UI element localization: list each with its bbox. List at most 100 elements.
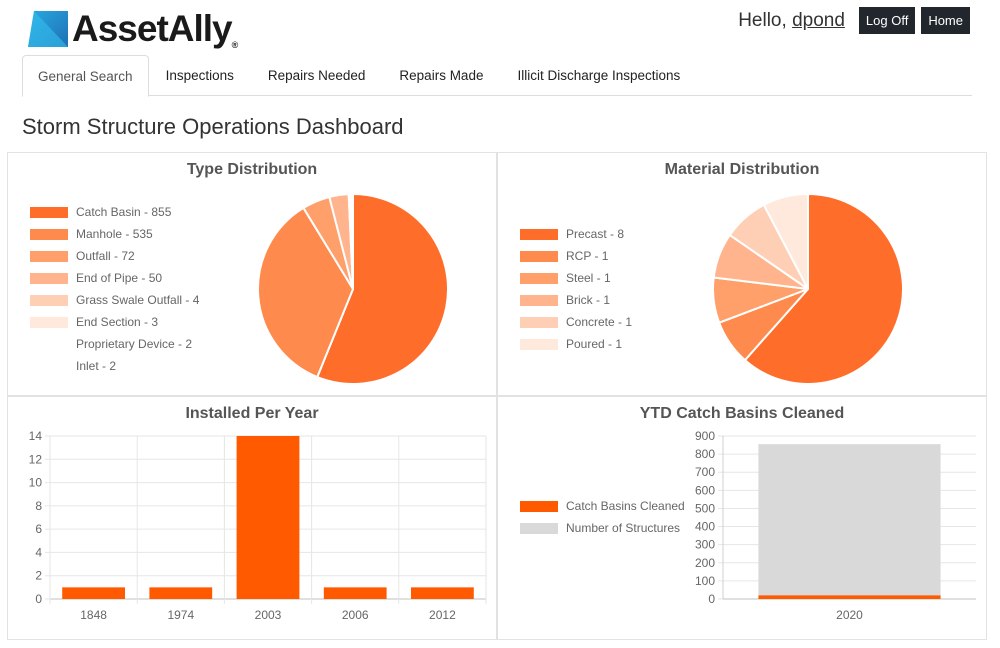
legend-label: Number of Structures	[566, 521, 681, 535]
legend-label: Grass Swale Outfall - 4	[76, 293, 200, 307]
y-tick-label: 100	[695, 574, 715, 588]
y-tick-label: 900	[695, 429, 715, 443]
legend-item-proprietary-device-2[interactable]: Proprietary Device - 2	[30, 333, 199, 355]
legend-swatch	[30, 250, 68, 262]
ytd-catch-basins-title: YTD Catch Basins Cleaned	[639, 405, 845, 422]
legend-label: Brick - 1	[566, 293, 611, 307]
legend-item-steel-1[interactable]: Steel - 1	[520, 267, 632, 289]
home-button[interactable]: Home	[921, 7, 970, 34]
legend-label: Concrete - 1	[566, 315, 633, 329]
y-tick-label: 700	[695, 465, 715, 479]
x-tick-label: 1974	[167, 608, 194, 622]
y-tick-label: 400	[695, 520, 715, 534]
legend-item-rcp-1[interactable]: RCP - 1	[520, 245, 632, 267]
legend-item-concrete-1[interactable]: Concrete - 1	[520, 311, 632, 333]
legend-item-outfall-72[interactable]: Outfall - 72	[30, 245, 199, 267]
bar-1974[interactable]	[149, 587, 213, 599]
legend-swatch	[520, 272, 558, 284]
legend-swatch	[520, 500, 558, 512]
material-distribution-pie	[712, 192, 904, 385]
legend-label: End of Pipe - 50	[76, 271, 163, 285]
y-tick-label: 0	[35, 592, 42, 606]
material-distribution-legend: Precast - 8 RCP - 1 Steel - 1 Brick - 1 Conc…	[520, 223, 632, 355]
x-tick-label: 2003	[255, 608, 282, 622]
tab-general-search[interactable]: General Search	[22, 55, 149, 97]
tab-repairs-made[interactable]: Repairs Made	[399, 68, 484, 83]
y-tick-label: 12	[29, 452, 43, 466]
legend-swatch	[520, 294, 558, 306]
bar-catch-basins-cleaned[interactable]	[758, 595, 941, 599]
pie-slice-inlet-2[interactable]	[351, 192, 354, 290]
y-tick-label: 600	[695, 483, 715, 497]
installed-per-year-panel: Installed Per Year 0 2 4 6 8 10 12 14 1848 1974 20…	[7, 396, 497, 640]
legend-label: Precast - 8	[566, 227, 625, 241]
x-tick-label: 1848	[80, 608, 107, 622]
ytd-catch-basins-chart: 0 100 200 300 400 500 600 700 800 900 2020	[695, 429, 976, 622]
legend-swatch	[30, 294, 68, 306]
x-tick-label: 2012	[429, 608, 456, 622]
legend-item-manhole-535[interactable]: Manhole - 535	[30, 223, 199, 245]
ytd-catch-basins-legend: Catch Basins Cleaned Number of Structures	[520, 495, 685, 539]
legend-label: End Section - 3	[76, 315, 159, 329]
nav-tabs: General Search Inspections Repairs Neede…	[22, 55, 972, 97]
legend-item-catch-basin-855[interactable]: Catch Basin - 855	[30, 201, 199, 223]
y-tick-label: 800	[695, 447, 715, 461]
pie-slice-poured-1[interactable]	[762, 192, 809, 290]
type-distribution-legend: Catch Basin - 855 Manhole - 535 Outfall - …	[30, 201, 199, 377]
legend-item-end-of-pipe-50[interactable]: End of Pipe - 50	[30, 267, 199, 289]
legend-item-poured-1[interactable]: Poured - 1	[520, 333, 632, 355]
brand-logo[interactable]: AssetAlly®	[28, 8, 238, 50]
page-title: Storm Structure Operations Dashboard	[22, 114, 404, 139]
bar-2003[interactable]	[236, 436, 300, 599]
legend-label: Inlet - 2	[76, 359, 117, 373]
y-tick-label: 500	[695, 501, 715, 515]
legend-item-inlet-2[interactable]: Inlet - 2	[30, 355, 199, 377]
y-tick-label: 10	[29, 476, 43, 490]
y-tick-label: 200	[695, 556, 715, 570]
legend-item-catch-basins-cleaned[interactable]: Catch Basins Cleaned	[520, 495, 685, 517]
legend-swatch	[30, 228, 68, 240]
legend-swatch	[30, 316, 68, 328]
y-tick-label: 2	[35, 569, 42, 583]
pie-slice-precast-8[interactable]	[743, 192, 904, 385]
legend-item-end-section-3[interactable]: End Section - 3	[30, 311, 199, 333]
log-off-button[interactable]: Log Off	[858, 7, 916, 34]
legend-label: Outfall - 72	[76, 249, 135, 263]
legend-swatch	[30, 360, 68, 372]
legend-swatch	[30, 338, 68, 350]
y-tick-label: 14	[29, 429, 43, 443]
legend-swatch	[520, 250, 558, 262]
legend-label: Manhole - 535	[76, 227, 153, 241]
installed-per-year-title: Installed Per Year	[185, 405, 319, 422]
tab-repairs-needed[interactable]: Repairs Needed	[267, 68, 366, 83]
ytd-catch-basins-panel: YTD Catch Basins Cleaned Catch Basins Cl…	[497, 396, 987, 640]
bar-number-of-structures[interactable]	[758, 444, 941, 599]
x-tick-label: 2020	[836, 608, 863, 622]
legend-swatch	[520, 522, 558, 534]
bar-2012[interactable]	[411, 587, 474, 599]
legend-label: Catch Basins Cleaned	[566, 499, 685, 513]
y-tick-label: 300	[695, 538, 715, 552]
legend-item-number-of-structures[interactable]: Number of Structures	[520, 517, 685, 539]
type-distribution-panel: Type Distribution Catch Basin - 855 Manho…	[7, 152, 497, 396]
y-tick-label: 8	[35, 499, 42, 513]
pie-slice-catch-basin-855[interactable]	[315, 192, 449, 385]
type-distribution-pie	[257, 192, 449, 385]
material-distribution-panel: Material Distribution Precast - 8 RCP - 1…	[497, 152, 987, 396]
legend-label: Proprietary Device - 2	[76, 337, 193, 351]
legend-label: Steel - 1	[566, 271, 611, 285]
legend-item-grass-swale-outfall-4[interactable]: Grass Swale Outfall - 4	[30, 289, 199, 311]
user-area: Hello, dpond Log Off Home	[738, 7, 970, 34]
tab-inspections[interactable]: Inspections	[165, 68, 234, 83]
x-tick-label: 2006	[342, 608, 369, 622]
legend-swatch	[520, 228, 558, 240]
bar-1848[interactable]	[62, 587, 125, 599]
legend-item-brick-1[interactable]: Brick - 1	[520, 289, 632, 311]
type-distribution-title: Type Distribution	[186, 161, 318, 178]
legend-item-precast-8[interactable]: Precast - 8	[520, 223, 632, 245]
asset-ally-logo-icon	[28, 11, 68, 47]
bar-2006[interactable]	[323, 587, 387, 599]
y-tick-label: 6	[35, 522, 42, 536]
username-link[interactable]: dpond	[792, 9, 845, 31]
tab-illicit-discharge-inspections[interactable]: Illicit Discharge Inspections	[517, 68, 681, 83]
